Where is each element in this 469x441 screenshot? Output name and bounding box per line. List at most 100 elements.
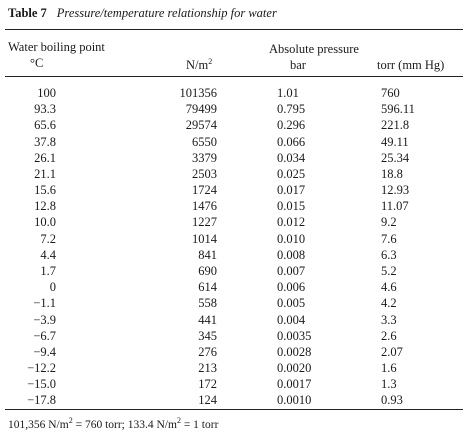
- cell-nm2: 690: [198, 263, 217, 278]
- cell-torr: 596.11: [381, 102, 415, 117]
- cell-torr: 18.8: [381, 166, 403, 181]
- cell-celsius: −3.9: [33, 312, 56, 327]
- cell-torr: 4.6: [381, 280, 397, 295]
- cell-torr: 3.3: [381, 312, 397, 327]
- header-nm2: N/m2: [186, 57, 213, 73]
- cell-nm2: 1227: [192, 215, 217, 230]
- cell-nm2: 558: [198, 296, 217, 311]
- cell-torr: 5.2: [381, 263, 397, 278]
- bottom-rule: [5, 409, 463, 410]
- cell-celsius: −1.1: [33, 296, 56, 311]
- cell-bar: 0.0028: [277, 344, 312, 359]
- cell-nm2: 345: [198, 328, 217, 343]
- cell-torr: 1.6: [381, 361, 397, 376]
- cell-nm2: 124: [198, 393, 217, 408]
- cell-celsius: 12.8: [34, 199, 56, 214]
- cell-torr: 6.3: [381, 247, 397, 262]
- cell-torr: 0.93: [381, 393, 403, 408]
- cell-nm2: 276: [198, 344, 217, 359]
- cell-nm2: 101356: [179, 86, 218, 100]
- table-title: Table 7 Pressure/temperature relationship…: [8, 6, 277, 21]
- cell-torr: 12.93: [381, 183, 410, 198]
- cell-torr: 9.2: [381, 215, 397, 230]
- table-number: Table 7: [8, 6, 47, 20]
- cell-torr: 760: [381, 86, 400, 100]
- cell-torr: 25.34: [381, 150, 410, 165]
- cell-nm2: 1724: [192, 183, 217, 198]
- table-caption: Pressure/temperature relationship for wa…: [56, 6, 277, 20]
- header-celsius-unit: °C: [30, 56, 44, 70]
- cell-bar: 0.025: [277, 166, 306, 181]
- cell-celsius: 1.7: [40, 263, 56, 278]
- cell-torr: 4.2: [381, 296, 397, 311]
- cell-bar: 0.795: [277, 102, 306, 117]
- cell-celsius: 65.6: [34, 118, 56, 133]
- cell-torr: 1.3: [381, 377, 397, 392]
- footnote: 101,356 N/m2 = 760 torr; 133.4 N/m2 = 1 …: [8, 416, 219, 432]
- cell-bar: 0.017: [277, 183, 306, 198]
- cell-bar: 0.010: [277, 231, 306, 246]
- cell-bar: 0.0010: [277, 393, 312, 408]
- footnote-part-2: = 760 torr; 133.4 N/m: [72, 419, 177, 431]
- top-rule: [5, 29, 463, 30]
- cell-bar: 0.005: [277, 296, 306, 311]
- cell-torr: 221.8: [381, 118, 410, 133]
- header-boiling-point: Water boiling point: [8, 40, 105, 54]
- cell-bar: 0.034: [277, 150, 306, 165]
- cell-celsius: 100: [37, 86, 56, 100]
- cell-celsius: 37.8: [34, 134, 56, 149]
- cell-celsius: 7.2: [40, 231, 56, 246]
- cell-bar: 0.015: [277, 199, 306, 214]
- cell-bar: 0.004: [277, 312, 306, 327]
- cell-celsius: 26.1: [34, 150, 56, 165]
- cell-nm2: 1014: [192, 231, 217, 246]
- cell-torr: 7.6: [381, 231, 397, 246]
- cell-nm2: 29574: [185, 118, 217, 133]
- cell-bar: 0.006: [277, 280, 306, 295]
- footnote-exp-2: 2: [176, 416, 181, 425]
- cell-nm2: 841: [198, 247, 217, 262]
- header-rule: [5, 76, 463, 77]
- header-nm2-base: N/m: [186, 58, 209, 72]
- header-torr: torr (mm Hg): [377, 58, 445, 72]
- cell-nm2: 614: [198, 280, 217, 295]
- cell-nm2: 213: [198, 361, 217, 376]
- cell-bar: 0.007: [277, 263, 306, 278]
- cell-nm2: 79499: [185, 102, 217, 117]
- cell-nm2: 6550: [192, 134, 217, 149]
- cell-celsius: 4.4: [40, 247, 56, 262]
- cell-torr: 2.07: [381, 344, 403, 359]
- footnote-part-1: 101,356 N/m: [8, 419, 69, 431]
- cell-celsius: −9.4: [33, 344, 56, 359]
- cell-celsius: 0: [49, 280, 56, 295]
- cell-celsius: 93.3: [34, 102, 56, 117]
- cell-celsius: −17.8: [27, 393, 56, 408]
- cell-bar: 0.012: [277, 215, 306, 230]
- cell-celsius: 21.1: [34, 166, 56, 181]
- cell-torr: 11.07: [381, 199, 409, 214]
- cell-torr: 2.6: [381, 328, 397, 343]
- cell-celsius: 10.0: [34, 215, 56, 230]
- cell-nm2: 2503: [192, 166, 217, 181]
- header-absolute-pressure: Absolute pressure: [269, 42, 359, 56]
- cell-celsius: −12.2: [27, 361, 56, 376]
- footnote-exp-1: 2: [68, 416, 73, 425]
- header-bar: bar: [290, 58, 306, 72]
- cell-celsius: −6.7: [33, 328, 56, 343]
- cell-celsius: −15.0: [27, 377, 56, 392]
- cell-bar: 0.296: [277, 118, 306, 133]
- cell-torr: 49.11: [381, 134, 409, 149]
- footnote-part-3: = 1 torr: [180, 419, 219, 431]
- cell-bar: 0.008: [277, 247, 306, 262]
- cell-bar: 1.01: [277, 86, 299, 100]
- cell-nm2: 1476: [192, 199, 217, 214]
- cell-nm2: 3379: [192, 150, 217, 165]
- cell-celsius: 15.6: [34, 183, 56, 198]
- cell-nm2: 172: [198, 377, 217, 392]
- cell-bar: 0.066: [277, 134, 306, 149]
- cell-bar: 0.0017: [277, 377, 312, 392]
- cell-bar: 0.0035: [277, 328, 312, 343]
- cell-bar: 0.0020: [277, 361, 312, 376]
- header-nm2-exp: 2: [208, 57, 213, 66]
- cell-nm2: 441: [198, 312, 217, 327]
